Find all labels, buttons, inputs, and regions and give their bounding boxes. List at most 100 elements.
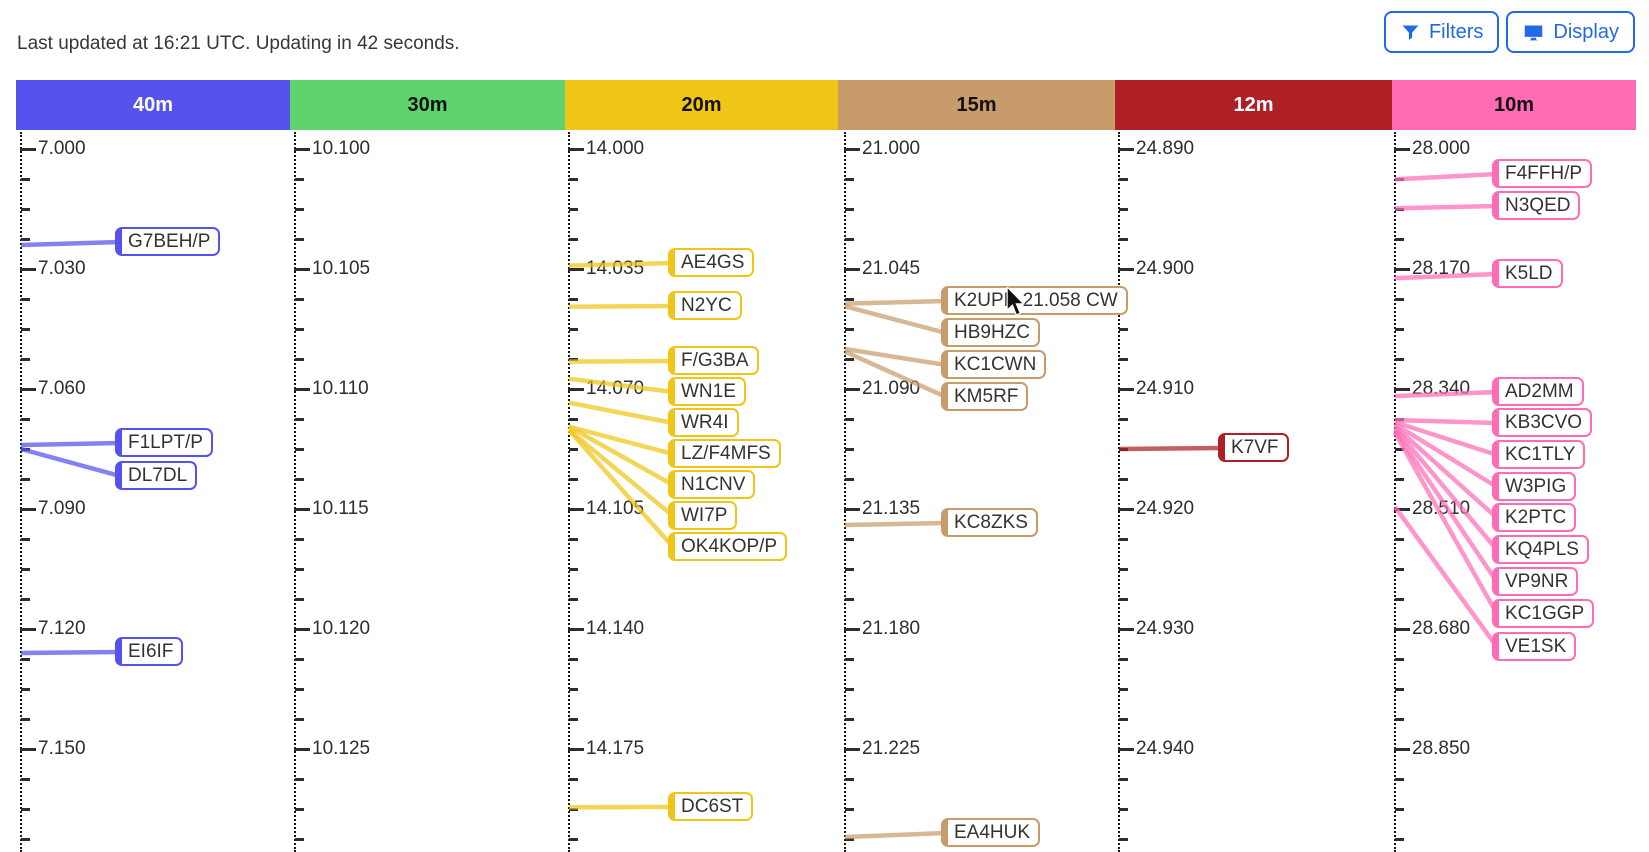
tick-label: 10.115: [312, 498, 369, 519]
spot-label-KC1GGP[interactable]: KC1GGP: [1492, 599, 1595, 628]
tick-label: 14.175: [586, 738, 645, 759]
tick-minor: [845, 208, 854, 211]
tick-minor: [21, 598, 30, 601]
spot-label-N2YC[interactable]: N2YC: [668, 291, 742, 320]
spot-line-AD2MM: [1394, 389, 1498, 399]
spot-label-VP9NR[interactable]: VP9NR: [1492, 567, 1579, 596]
display-button[interactable]: Display: [1506, 11, 1635, 53]
spot-label-K2PTC[interactable]: K2PTC: [1492, 503, 1577, 532]
spot-label-WN1E[interactable]: WN1E: [668, 377, 746, 406]
tick-major-15m: 21.090: [844, 378, 920, 400]
tick-label: 24.920: [1136, 498, 1195, 519]
tick-major-12m: 24.900: [1118, 258, 1194, 280]
tick-major-30m: 10.125: [294, 738, 370, 760]
tick-minor: [569, 598, 578, 601]
tick-major-12m: 24.920: [1118, 498, 1194, 520]
spot-label-KQ4PLS[interactable]: KQ4PLS: [1492, 535, 1589, 564]
tick-dash: [568, 267, 584, 271]
tick-minor: [295, 778, 304, 781]
spot-label-AD2MM[interactable]: AD2MM: [1492, 377, 1584, 406]
tick-dash: [844, 267, 860, 271]
spot-label-DC6ST[interactable]: DC6ST: [668, 792, 754, 821]
tick-label: 21.135: [862, 498, 921, 519]
spot-label-KC1TLY[interactable]: KC1TLY: [1492, 440, 1586, 469]
spot-line-K2PTC: [1393, 424, 1499, 520]
tick-minor: [21, 298, 30, 301]
spot-label-OK4KOP/P[interactable]: OK4KOP/P: [668, 532, 788, 561]
tick-label: 10.110: [312, 378, 369, 399]
tick-label: 21.045: [862, 258, 921, 279]
tick-major-12m: 24.940: [1118, 738, 1194, 760]
tick-major-15m: 21.180: [844, 618, 920, 640]
tick-minor: [569, 298, 578, 301]
mouse-cursor: [1006, 287, 1026, 316]
tick-minor: [295, 478, 304, 481]
spot-label-EI6IF[interactable]: EI6IF: [115, 637, 184, 666]
spot-label-KM5RF[interactable]: KM5RF: [941, 382, 1029, 411]
tick-label: 14.140: [586, 618, 645, 639]
spot-label-N3QED[interactable]: N3QED: [1492, 191, 1581, 220]
spot-label-HB9HZC[interactable]: HB9HZC: [941, 318, 1041, 347]
tick-major-10m: 28.850: [1394, 738, 1470, 760]
spot-label-DL7DL[interactable]: DL7DL: [115, 461, 198, 490]
spot-label-KB3CVO[interactable]: KB3CVO: [1492, 408, 1593, 437]
spot-label-KC8ZKS[interactable]: KC8ZKS: [941, 508, 1038, 537]
spot-label-W3PIG[interactable]: W3PIG: [1492, 472, 1577, 501]
tick-minor: [1395, 718, 1404, 721]
tick-dash: [294, 747, 310, 751]
spot-label-G7BEH/P[interactable]: G7BEH/P: [115, 227, 221, 256]
tick-label: 28.680: [1412, 618, 1471, 639]
tick-minor: [569, 448, 578, 451]
tick-major-12m: 24.910: [1118, 378, 1194, 400]
tick-minor: [1395, 838, 1404, 841]
band-header-12m: 12m: [1115, 80, 1392, 130]
tick-dash: [294, 267, 310, 271]
spot-label-LZ/F4MFS[interactable]: LZ/F4MFS: [668, 439, 781, 468]
spot-label-K7VF[interactable]: K7VF: [1218, 433, 1289, 462]
tick-minor: [1395, 298, 1404, 301]
tick-label: 10.105: [312, 258, 371, 279]
spot-line-VE1SK: [1393, 505, 1499, 649]
spot-label-KC1CWN[interactable]: KC1CWN: [941, 350, 1047, 379]
tick-minor: [1395, 328, 1404, 331]
spot-label-VE1SK[interactable]: VE1SK: [1492, 632, 1577, 661]
spot-label-K2UPD[interactable]: K2UPD 21.058 CW: [941, 286, 1128, 315]
spot-line-K7VF: [1118, 445, 1224, 452]
spot-label-F/G3BA[interactable]: F/G3BA: [668, 346, 759, 375]
tick-minor: [1395, 238, 1404, 241]
tick-dash: [1118, 387, 1134, 391]
spot-label-F1LPT/P[interactable]: F1LPT/P: [115, 428, 213, 457]
tick-label: 21.225: [862, 738, 921, 759]
spot-label-N1CNV[interactable]: N1CNV: [668, 470, 756, 499]
spot-label-K5LD[interactable]: K5LD: [1492, 259, 1563, 288]
tick-minor: [845, 478, 854, 481]
filters-button[interactable]: Filters: [1383, 11, 1500, 53]
spot-label-WR4I[interactable]: WR4I: [668, 408, 739, 437]
tick-minor: [1119, 208, 1128, 211]
spot-line-G7BEH/P: [20, 239, 121, 248]
spot-label-F4FFH/P[interactable]: F4FFH/P: [1492, 159, 1593, 188]
tick-minor: [569, 358, 578, 361]
spot-label-WI7P[interactable]: WI7P: [668, 501, 738, 530]
spot-label-EA4HUK[interactable]: EA4HUK: [941, 818, 1041, 847]
tick-major-15m: 21.135: [844, 498, 920, 520]
tick-minor: [1119, 478, 1128, 481]
toolbar: Filters Display: [1383, 11, 1635, 53]
spot-line-KC1CWN: [844, 346, 947, 368]
tick-minor: [845, 178, 854, 181]
tick-minor: [845, 328, 854, 331]
tick-dash: [1394, 267, 1410, 271]
spot-line-EA4HUK: [844, 830, 947, 840]
tick-minor: [295, 688, 304, 691]
spot-label-AE4GS[interactable]: AE4GS: [668, 248, 755, 277]
tick-minor: [1395, 538, 1404, 541]
tick-minor: [1395, 778, 1404, 781]
tick-minor: [1119, 718, 1128, 721]
frequency-axis-20m: [568, 132, 570, 852]
band-header-20m: 20m: [565, 80, 838, 130]
tick-minor: [569, 208, 578, 211]
tick-label: 14.000: [586, 138, 645, 159]
tick-minor: [295, 598, 304, 601]
tick-dash: [844, 147, 860, 151]
tick-minor: [845, 598, 854, 601]
